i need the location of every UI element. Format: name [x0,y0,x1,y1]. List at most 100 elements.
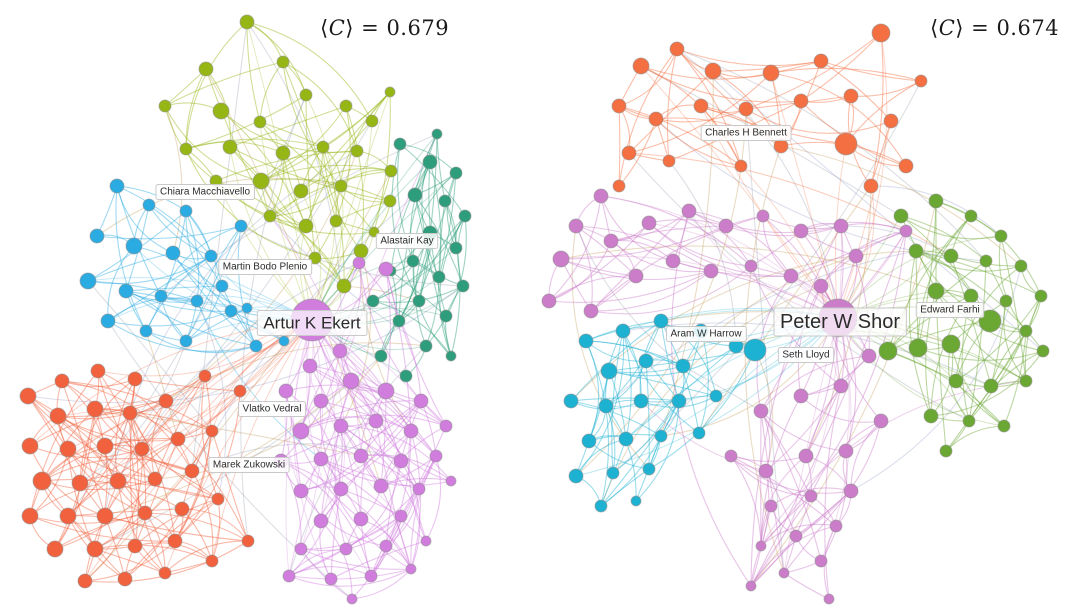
graph-node-cyan [563,393,579,409]
graph-edge [320,425,342,522]
author-label: Vlatko Vedral [238,401,306,417]
graph-node-cyan [638,353,654,369]
graph-edge [575,225,684,367]
graph-edge [414,194,452,357]
graph-edge [618,105,747,123]
graph-node-orchid [804,489,818,503]
graph-edge [107,310,232,327]
graph-node-orchid [641,215,657,231]
graph-edge [87,252,174,282]
graph-edge [334,380,352,550]
graph-node-green [1019,324,1033,338]
graph-edge [320,400,422,460]
graph-edge [259,121,375,233]
graph-node-cyan [581,433,597,449]
graph-edge [309,365,412,432]
graph-edge [754,349,774,472]
graph-edge [116,185,174,254]
graph-edge [134,438,179,547]
author-label-box [218,259,313,275]
graph-node-green [983,378,999,394]
graph-edge [164,319,313,574]
graph-edge [320,400,422,522]
graph-edge [340,425,427,542]
graph-edge [682,255,857,367]
graph-node-blue [278,335,290,347]
graph-node-green [908,243,924,259]
graph-edge [730,455,762,547]
graph-node-orange [611,98,627,114]
graph-edge [575,225,593,312]
graph-node-orchid [755,540,767,552]
graph-edge [418,133,438,302]
graph-node-orange [19,387,37,405]
graph-edge [605,250,917,407]
graph-node-orchid [783,268,799,284]
graph-node-violet [379,539,393,553]
graph-edge [622,330,700,434]
graph-node-violet [292,422,310,440]
svg-text:Marek Zukowski: Marek Zukowski [213,460,285,471]
coefficient-value-right: 0.674 [996,16,1060,40]
equals-sign: = [353,16,387,40]
graph-node-orange [233,384,247,398]
graph-node-violet [313,513,329,529]
graph-node-cyan [743,338,767,362]
graph-edge [385,268,412,432]
graph-edge [408,430,427,542]
graph-node-cyan [633,393,649,409]
graph-edge [760,410,847,452]
graph-node-yellow-green [293,183,309,199]
graph-edge [805,355,870,457]
graph-node-teal [393,137,407,151]
graph-edge [311,161,431,321]
graph-edge [837,120,892,319]
graph-node-yellow-green [222,139,238,155]
graph-edge [783,490,852,574]
graph-node-blue [190,294,204,308]
graph-edge [269,215,345,287]
graph-edge [570,400,662,437]
graph-node-blue [139,324,153,338]
graph-edge [385,268,447,427]
graph-edge [666,48,678,162]
graph-edge [260,105,347,182]
graph-edge [29,445,106,517]
graph-edge [770,487,852,507]
graph-edge [201,375,219,500]
graph-edge [760,495,812,547]
graph-node-cyan [600,362,618,380]
graph-edge [164,105,262,182]
graph-edge [750,225,842,587]
graph-edge [104,400,167,517]
graph-edge [438,172,457,278]
graph-edge [246,21,261,123]
graph-edge [305,94,336,321]
graph-node-orange [205,424,219,438]
graph-node-green [997,419,1011,433]
coefficient-value-left: 0.679 [386,16,450,40]
graph-edge [358,262,447,427]
graph-edge [229,146,313,321]
graph-edge [330,540,427,580]
graph-node-yellow-green [158,99,172,113]
graph-edge [590,215,764,312]
graph-edge [282,61,337,222]
graph-node-teal [432,270,446,284]
graph-edge [385,455,437,547]
graph-node-orchid [838,443,854,459]
graph-node-orchid [793,388,809,404]
graph-edge [246,21,313,321]
graph-edge [29,480,119,517]
graph-node-yellow-green [384,164,398,178]
graph-node-orchid [628,268,644,284]
graph-edge [185,148,217,182]
graph-node-orchid [724,449,738,463]
graph-edge [67,448,219,500]
graph-edge [87,280,213,432]
graph-edge [668,160,737,347]
graph-edge [27,395,156,480]
graph-node-violet [342,372,360,390]
graph-edge [260,178,391,202]
